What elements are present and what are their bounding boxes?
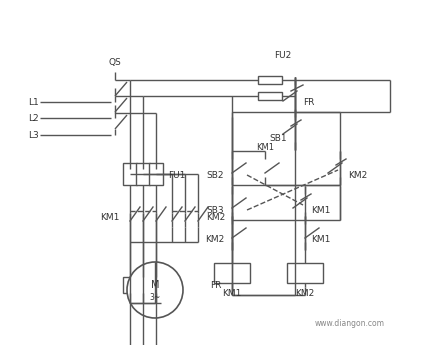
Text: KM1: KM1	[311, 236, 330, 245]
Text: SB1: SB1	[269, 134, 287, 142]
Text: KM2: KM2	[295, 288, 315, 297]
Text: QS: QS	[109, 58, 121, 67]
Text: 3~: 3~	[149, 294, 161, 303]
Text: KM1: KM1	[222, 288, 242, 297]
Bar	[214, 263, 250, 283]
Circle shape	[127, 262, 183, 318]
Text: FU1: FU1	[168, 170, 185, 179]
Text: L1: L1	[28, 98, 39, 107]
Bar	[123, 277, 137, 293]
Text: SB2: SB2	[206, 170, 224, 179]
Text: M: M	[151, 280, 159, 290]
Text: KM2: KM2	[348, 170, 367, 179]
Bar	[149, 163, 163, 185]
Text: SB3: SB3	[206, 206, 224, 215]
Text: FR: FR	[210, 280, 221, 289]
Bar	[136, 163, 150, 185]
Text: L3: L3	[28, 130, 39, 139]
Text: FU2: FU2	[274, 50, 291, 59]
Text: www.diangon.com: www.diangon.com	[315, 318, 385, 327]
Text: KM1: KM1	[311, 206, 330, 215]
Bar	[258, 76, 282, 84]
Bar	[136, 277, 150, 293]
Bar	[287, 263, 323, 283]
Bar	[123, 163, 137, 185]
Text: L2: L2	[28, 114, 39, 122]
Bar	[258, 92, 282, 100]
Text: KM2: KM2	[205, 236, 224, 245]
Text: FR: FR	[303, 98, 314, 107]
Text: KM1: KM1	[256, 142, 274, 151]
Text: KM1: KM1	[100, 213, 120, 221]
Bar	[149, 277, 163, 293]
Text: KM2: KM2	[206, 213, 226, 221]
